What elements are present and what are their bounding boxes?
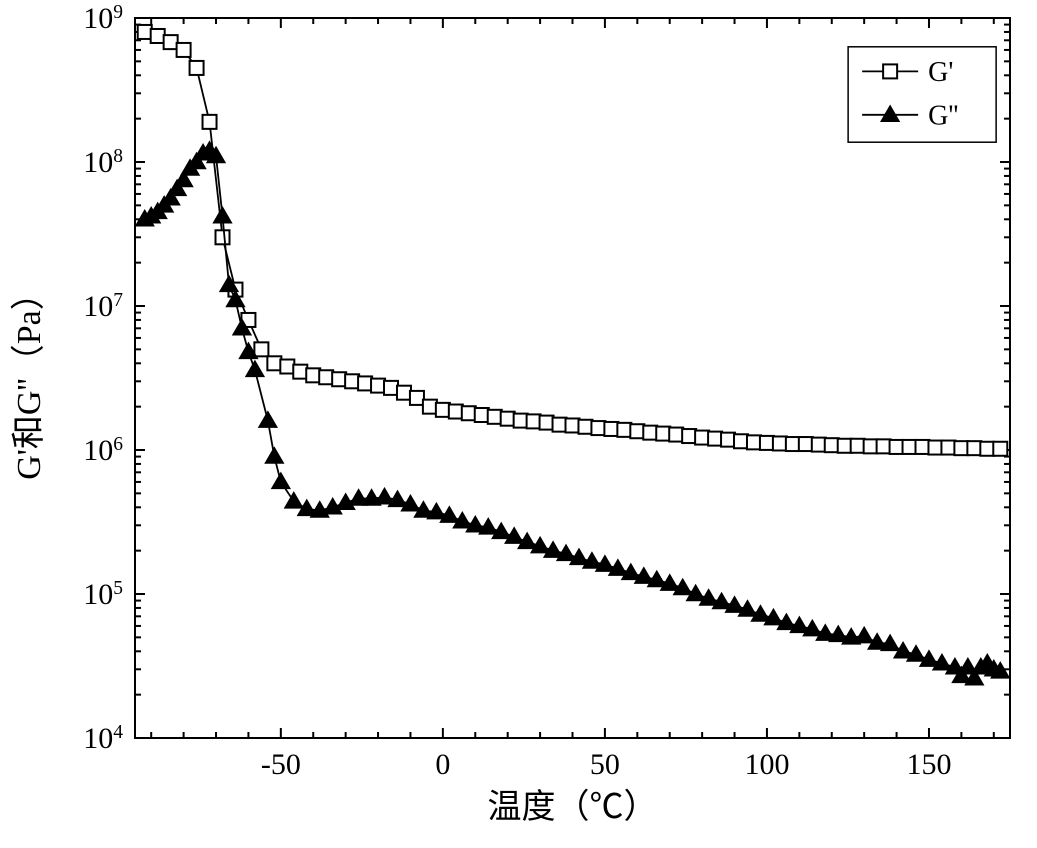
svg-text:-50: -50 [261,748,301,781]
legend: G' G'' [848,47,996,142]
legend-label-Gpp: G'' [928,101,958,132]
svg-text:150: 150 [906,748,951,781]
svg-text:104: 104 [83,722,123,756]
svg-text:50: 50 [590,748,620,781]
svg-text:106: 106 [83,434,123,468]
legend-label-Gp: G' [928,57,953,88]
y-axis-label: G'和G''（Pa） [10,276,48,480]
svg-text:107: 107 [83,290,123,324]
svg-text:0: 0 [435,748,450,781]
x-axis-label: 温度（℃） [488,788,658,826]
svg-text:100: 100 [744,748,789,781]
svg-text:108: 108 [83,146,123,180]
svg-text:109: 109 [83,2,123,36]
chart-svg: -50 0 50 100 150 104 105 106 107 108 109 温度（℃） G'和G'… [0,0,1037,848]
modulus-vs-temperature-chart: -50 0 50 100 150 104 105 106 107 108 109 温度（℃） G'和G'… [0,0,1037,848]
svg-text:105: 105 [83,578,123,612]
series-Gpp [135,141,1009,685]
